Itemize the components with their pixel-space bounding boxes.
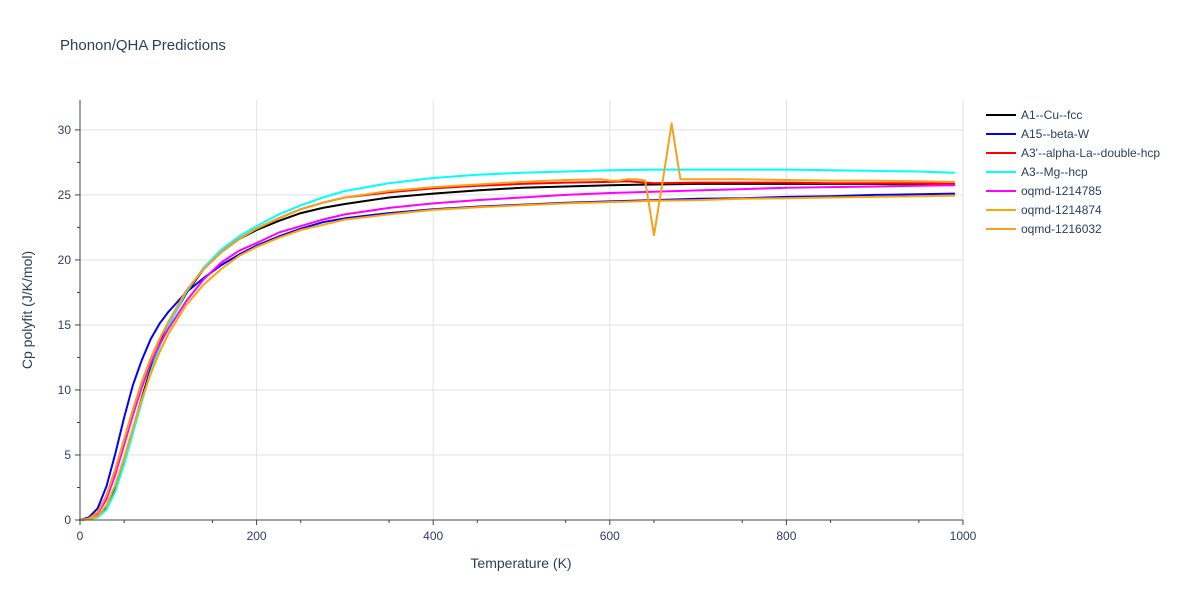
y-axis-label: Cp polyfit (J/K/mol)	[19, 251, 35, 369]
legend-label: A1--Cu--fcc	[1021, 108, 1082, 122]
y-tick-label: 15	[58, 318, 72, 332]
y-tick-label: 20	[58, 253, 72, 267]
x-tick-label: 800	[776, 529, 796, 543]
legend-item[interactable]: oqmd-1214874	[986, 203, 1102, 217]
legend-label: A3--Mg--hcp	[1021, 165, 1088, 179]
series-lines	[79, 122, 956, 521]
legend-item[interactable]: A15--beta-W	[986, 127, 1090, 141]
grid-lines	[80, 100, 964, 520]
legend-item[interactable]: oqmd-1216032	[986, 222, 1102, 236]
legend[interactable]: A1--Cu--fcc A15--beta-W A3'--alpha-La--dou…	[986, 108, 1160, 236]
series-line	[79, 168, 956, 521]
legend-label: A3'--alpha-La--double-hcp	[1021, 146, 1160, 160]
legend-item[interactable]: oqmd-1214785	[986, 184, 1102, 198]
legend-item[interactable]: A3'--alpha-La--double-hcp	[986, 146, 1160, 160]
legend-item[interactable]: A3--Mg--hcp	[986, 165, 1088, 179]
x-tick-label: 0	[77, 529, 84, 543]
x-tick-label: 600	[600, 529, 620, 543]
y-tick-label: 0	[64, 513, 71, 527]
series-line	[79, 192, 956, 521]
axes	[79, 100, 963, 521]
series-line	[79, 194, 956, 521]
x-tick-label: 1000	[950, 529, 977, 543]
y-tick-label: 10	[58, 383, 72, 397]
legend-label: oqmd-1214785	[1021, 184, 1102, 198]
legend-label: oqmd-1216032	[1021, 222, 1102, 236]
legend-label: A15--beta-W	[1021, 127, 1090, 141]
y-ticks: 0 5 10 15 20 25 30	[58, 123, 80, 527]
series-line	[79, 182, 956, 521]
series-line	[79, 184, 956, 521]
y-tick-label: 30	[58, 123, 72, 137]
x-axis-label: Temperature (K)	[470, 555, 571, 571]
y-tick-label: 25	[58, 188, 72, 202]
x-tick-label: 200	[247, 529, 267, 543]
legend-item[interactable]: A1--Cu--fcc	[986, 108, 1082, 122]
series-line	[79, 180, 956, 521]
y-tick-label: 5	[64, 448, 71, 462]
legend-label: oqmd-1214874	[1021, 203, 1102, 217]
x-ticks: 0 200 400 600 800 1000	[77, 520, 977, 543]
chart-title: Phonon/QHA Predictions	[60, 37, 226, 54]
series-line	[79, 122, 956, 521]
x-tick-label: 400	[423, 529, 443, 543]
